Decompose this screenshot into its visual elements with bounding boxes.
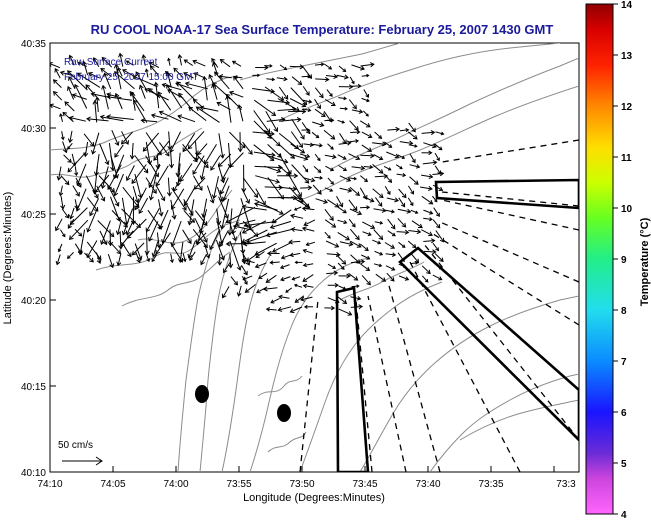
plot-frame	[50, 43, 579, 472]
y-axis-label: Latitude (Degrees:Minutes)	[2, 192, 14, 325]
x-tick-label: 73:35	[478, 479, 503, 490]
colorbar-label: Temperature (°C)	[639, 217, 651, 306]
colorbar-tick-label: 11	[621, 153, 632, 164]
x-tick-label: 74:05	[100, 479, 125, 490]
colorbar-tick-label: 8	[621, 306, 627, 317]
x-tick-label: 73:55	[226, 479, 251, 490]
colorbar	[586, 4, 613, 514]
y-tick-label: 40:20	[21, 296, 46, 307]
colorbar-tick-label: 12	[621, 102, 633, 113]
x-tick-label: 73:3	[556, 479, 576, 490]
x-tick-label: 73:45	[352, 479, 377, 490]
island-feature	[195, 385, 209, 403]
colorbar-tick-label: 14	[621, 0, 633, 11]
y-tick-label: 40:30	[21, 124, 46, 135]
current-vector	[424, 251, 436, 252]
island-feature	[277, 404, 291, 422]
current-vector	[315, 79, 329, 80]
colorbar-tick-label: 9	[621, 255, 627, 266]
colorbar-ticks	[613, 4, 618, 514]
y-tick-label: 40:15	[21, 382, 46, 393]
colorbar-tick-label: 10	[621, 204, 633, 215]
x-tick-label: 73:50	[289, 479, 314, 490]
colorbar-tick-label: 6	[621, 408, 627, 419]
current-vector	[300, 188, 311, 189]
x-axis-label: Longitude (Degrees:Minutes)	[243, 492, 385, 504]
x-tick-label: 73:40	[415, 479, 440, 490]
y-tick-label: 40:10	[21, 468, 46, 479]
current-vector	[290, 66, 304, 67]
colorbar-tick-label: 4	[621, 510, 627, 519]
x-tick-label: 74:10	[37, 479, 62, 490]
colorbar-tick-label: 7	[621, 357, 627, 368]
x-tick-label: 74:00	[163, 479, 188, 490]
colorbar-tick-label: 5	[621, 459, 627, 470]
colorbar-tick-label: 13	[621, 51, 633, 62]
current-vector	[147, 230, 148, 255]
overlay-text-line2: February 25, 2007 15:00 GMT	[64, 72, 199, 83]
y-tick-label: 40:35	[21, 39, 46, 50]
current-vector	[360, 155, 373, 156]
y-tick-label: 40:25	[21, 210, 46, 221]
figure-title: RU COOL NOAA-17 Sea Surface Temperature:…	[91, 22, 554, 37]
scale-label: 50 cm/s	[58, 440, 93, 451]
overlay-text-line1: Raw Surface Current	[64, 57, 158, 68]
